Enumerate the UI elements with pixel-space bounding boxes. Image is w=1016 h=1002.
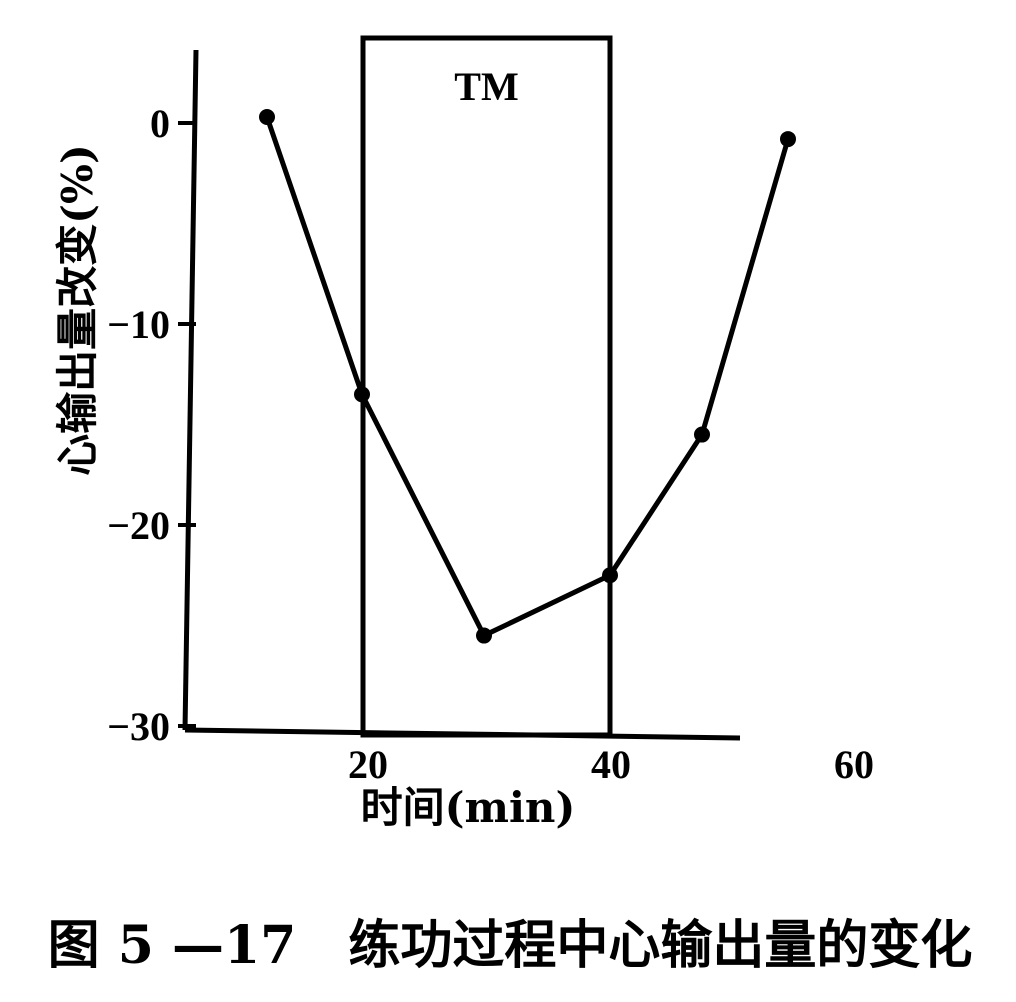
tm-label: TM xyxy=(454,64,518,109)
y-ticks: 0 −10 −20 −30 xyxy=(107,101,196,749)
y-tick-label: −20 xyxy=(107,503,170,548)
data-points xyxy=(259,108,796,644)
axes xyxy=(182,49,741,741)
x-tick-label: 60 xyxy=(834,742,874,787)
x-tick-label: 20 xyxy=(348,742,388,787)
y-tick-label: 0 xyxy=(150,101,170,146)
x-axis-title: 时间(min) xyxy=(361,783,576,832)
data-point-2 xyxy=(476,627,492,644)
y-tick-label: −30 xyxy=(107,704,170,749)
data-point-3 xyxy=(602,567,618,584)
data-point-4 xyxy=(694,426,710,443)
x-tick-label: 40 xyxy=(591,742,631,787)
data-point-0 xyxy=(259,108,275,125)
y-axis-title: 心输出量改变(%) xyxy=(53,144,102,476)
x-ticks: 20 40 60 xyxy=(348,742,874,787)
figure-caption: 图 5 —17 练功过程中心输出量的变化 xyxy=(48,915,973,976)
data-point-1 xyxy=(354,386,370,403)
y-axis xyxy=(182,49,199,731)
series-line xyxy=(264,116,791,639)
y-tick-label: −10 xyxy=(107,302,170,347)
data-point-5 xyxy=(780,131,796,148)
